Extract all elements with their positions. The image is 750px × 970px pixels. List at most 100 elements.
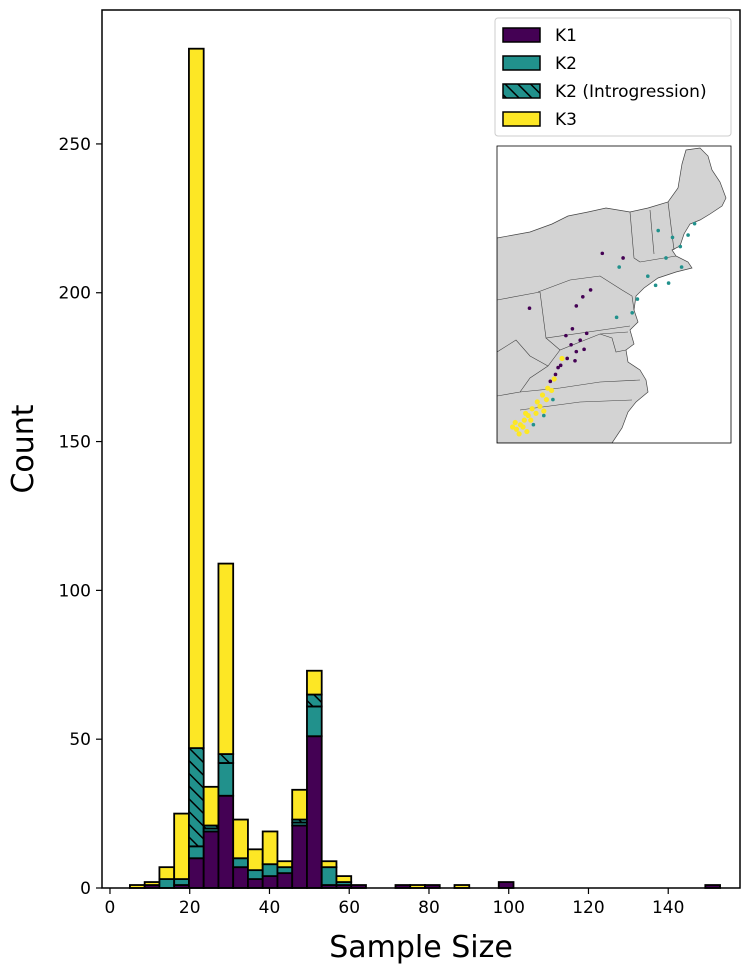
- map-point-k2: [614, 315, 619, 320]
- legend-label-k2-introgression: K2 (Introgression): [555, 82, 707, 102]
- plot-frame: [101, 9, 741, 889]
- map-point-k3: [534, 399, 540, 405]
- y-tick-label: 250: [59, 135, 91, 155]
- map-point-k1: [573, 358, 577, 363]
- x-tick-label: 20: [179, 898, 201, 918]
- y-axis-label: Count: [6, 404, 41, 493]
- map-point-k3: [559, 355, 565, 362]
- x-tick-label: 60: [338, 898, 360, 918]
- map-land: [497, 147, 727, 443]
- legend: K1 K2 K2 (Introgression) K3: [494, 17, 732, 137]
- map-point-k1: [600, 251, 605, 256]
- bar-k3-bin-4: [188, 47, 205, 750]
- bar-k3-bin-8: [247, 848, 264, 872]
- map-point-k3: [520, 424, 526, 430]
- map-point-k1: [578, 338, 582, 342]
- map-point-k3: [549, 387, 555, 394]
- map-point-k3: [545, 385, 551, 391]
- map-point-k1: [574, 304, 579, 308]
- map-point-k3: [539, 392, 546, 398]
- map-point-k2: [692, 221, 697, 226]
- y-tick-label: 0: [80, 879, 91, 899]
- map-point-k1: [556, 365, 560, 370]
- bar-k3-bin-10: [276, 860, 294, 869]
- map-point-k2: [630, 310, 634, 315]
- bar-k2-bin-12: [306, 705, 323, 738]
- map-point-k1: [588, 288, 593, 292]
- bar-k2-introgression-bin-4: [188, 747, 205, 848]
- legend-label-k1: K1: [555, 26, 577, 46]
- bar-k3-bin-3: [173, 812, 190, 880]
- bar-k1-bin-5: [202, 830, 220, 889]
- bar-k2-bin-4: [188, 845, 205, 860]
- bar-k2-bin-13: [320, 866, 338, 886]
- map-point-k2: [653, 283, 658, 288]
- map-point-k2: [656, 228, 660, 233]
- legend-swatch-k1: [502, 27, 541, 43]
- y-tick-label: 200: [59, 284, 91, 304]
- map-point-k1: [565, 356, 569, 361]
- map-point-k1: [570, 326, 575, 331]
- x-tick-label: 120: [572, 898, 604, 918]
- bar-k3-bin-11: [291, 788, 308, 821]
- map-point-k3: [512, 419, 518, 426]
- map-point-k1: [564, 333, 568, 338]
- bar-k2-bin-8: [247, 869, 264, 880]
- y-tick-label: 100: [59, 581, 91, 601]
- map-point-k1: [621, 256, 625, 260]
- y-tick-label: 50: [69, 730, 91, 750]
- bar-group: [129, 47, 721, 889]
- map-point-k2: [678, 244, 683, 249]
- map-state-borders: [497, 201, 677, 411]
- x-tick-label: 0: [105, 898, 116, 918]
- map-point-k2: [666, 281, 671, 285]
- legend-label-k2: K2: [555, 54, 577, 74]
- x-tick-label: 100: [492, 898, 524, 918]
- map-point-k1: [569, 342, 573, 347]
- bar-k1-bin-6: [217, 794, 235, 889]
- map-point-k2: [617, 265, 621, 269]
- map-point-k3: [513, 426, 520, 432]
- map-point-k2: [531, 422, 536, 427]
- map-point-k3: [509, 424, 516, 430]
- bar-k1-bin-11: [291, 824, 308, 889]
- bar-k3-bin-9: [261, 830, 279, 866]
- bar-k3-bin-6: [217, 562, 235, 755]
- legend-label-k3: K3: [555, 110, 577, 130]
- map-point-k1: [527, 306, 532, 311]
- bar-k1-bin-4: [188, 857, 205, 889]
- bar-k2-bin-6: [217, 762, 235, 797]
- map-point-k3: [533, 410, 539, 416]
- map-point-k1: [584, 331, 589, 336]
- x-axis-label: Sample Size: [329, 930, 513, 965]
- map-point-k1: [582, 347, 586, 352]
- map-point-k3: [543, 396, 550, 403]
- map-point-k3: [529, 406, 535, 412]
- map-point-k1: [581, 294, 585, 299]
- x-tick-label: 140: [652, 898, 684, 918]
- bar-k2-introgression-bin-6: [217, 753, 235, 764]
- map-point-k2: [686, 233, 690, 237]
- map-point-k2: [551, 397, 555, 402]
- map-point-k2: [542, 413, 546, 418]
- bar-k3-bin-14: [335, 875, 353, 883]
- x-tick-label: 80: [418, 898, 440, 918]
- y-axis: 0 50 100 150 200 250: [59, 135, 102, 899]
- map-point-k3: [541, 408, 547, 414]
- legend-frame: [494, 17, 732, 137]
- y-tick-label: 150: [59, 433, 91, 453]
- map-point-k3: [551, 376, 557, 382]
- bar-k3-bin-1: [143, 881, 161, 886]
- bar-k1-bin-12: [306, 735, 323, 889]
- map-point-k1: [558, 363, 563, 368]
- map-point-k3: [521, 417, 527, 423]
- legend-swatch-k2: [502, 55, 541, 71]
- map-point-k1: [553, 372, 558, 377]
- map-point-k3: [516, 431, 522, 437]
- legend-swatch-k3: [502, 111, 541, 127]
- inset-map-frame: [496, 145, 732, 444]
- x-axis: 0 20 40 60 80 100 120 140: [105, 888, 684, 918]
- bar-k2-bin-7: [232, 857, 249, 869]
- bar-k2-bin-2: [158, 878, 176, 889]
